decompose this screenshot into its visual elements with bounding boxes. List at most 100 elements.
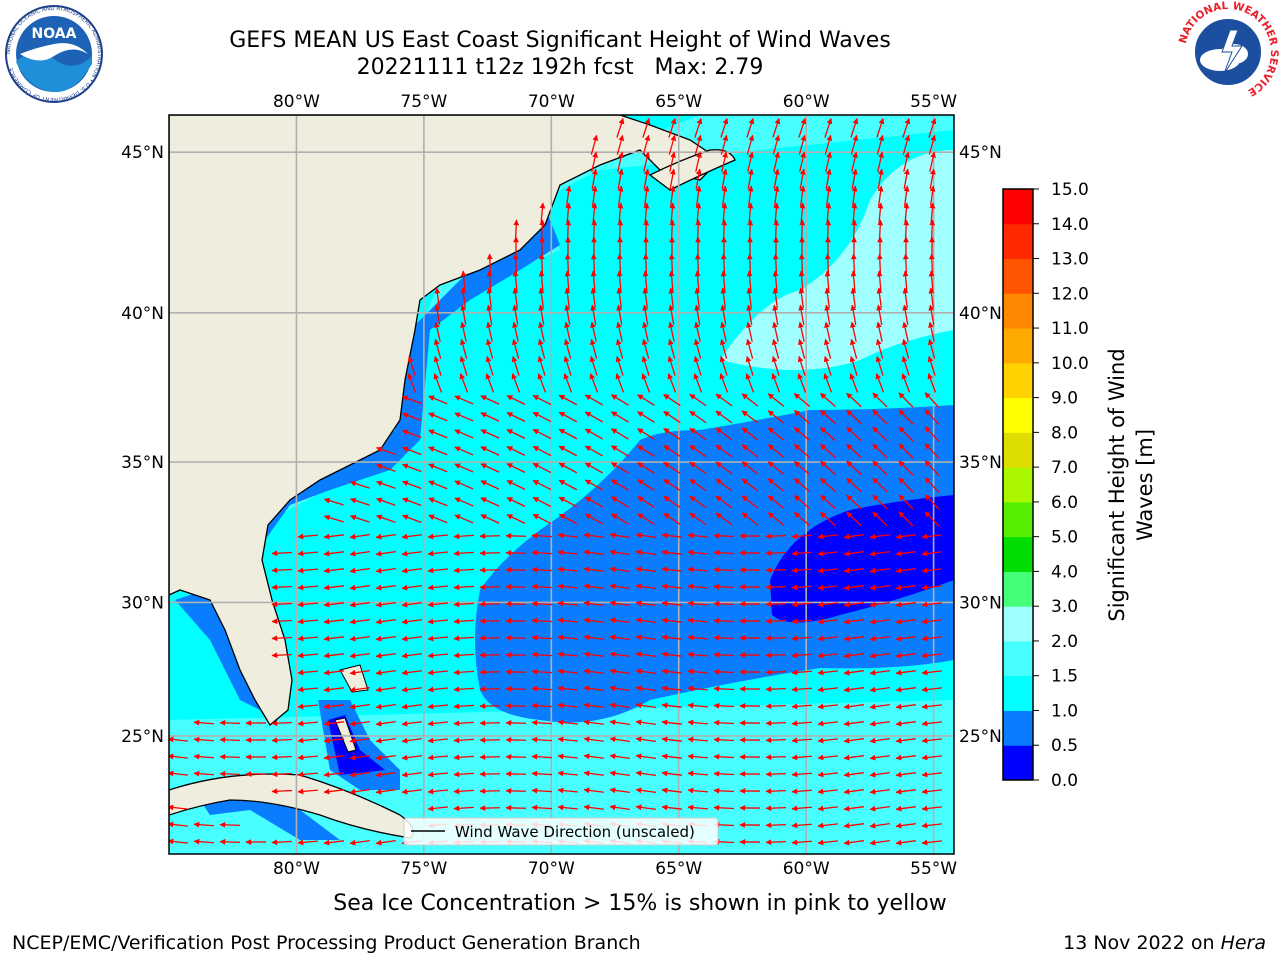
wave-direction-arrow	[817, 771, 839, 778]
wave-direction-arrow	[921, 720, 943, 727]
wave-direction-arrow	[297, 703, 319, 710]
wave-direction-arrow	[454, 497, 474, 507]
colorbar-tick-label: 9.0	[1051, 389, 1078, 409]
wave-direction-arrow	[637, 445, 655, 457]
wave-direction-arrow	[564, 304, 571, 325]
wave-direction-arrow	[661, 804, 683, 811]
wave-direction-arrow	[401, 601, 423, 608]
wave-direction-arrow	[869, 533, 890, 540]
wave-direction-arrow	[375, 839, 396, 846]
wave-direction-arrow	[765, 839, 787, 846]
wave-direction-arrow	[713, 583, 735, 590]
wave-direction-arrow	[817, 550, 839, 557]
wave-direction-arrow	[609, 600, 630, 607]
wave-direction-arrow	[791, 822, 813, 829]
wave-direction-arrow	[791, 754, 813, 761]
wave-direction-arrow	[349, 788, 370, 795]
colorbar: 0.0 0.5 1.0 1.5 2.0 3.0 4.0 5.0 6.0 7.0 8.0 9.0 10.0…	[1002, 180, 1089, 791]
wave-direction-arrow	[297, 550, 319, 557]
wave-direction-arrow	[531, 549, 553, 556]
wave-direction-arrow	[895, 737, 916, 744]
wave-direction-arrow	[538, 304, 545, 325]
wave-direction-arrow	[695, 151, 702, 172]
wave-direction-arrow	[793, 444, 811, 458]
wave-direction-arrow	[713, 702, 735, 709]
wave-direction-arrow	[428, 446, 448, 456]
wave-direction-arrow	[616, 321, 623, 342]
lat-label-right: 45°N	[959, 143, 1002, 163]
wave-direction-arrow	[767, 444, 785, 458]
wave-direction-arrow	[663, 427, 681, 441]
wave-direction-arrow	[898, 426, 914, 442]
wave-direction-arrow	[713, 600, 735, 607]
wave-direction-arrow	[427, 703, 449, 710]
wave-direction-arrow	[637, 394, 655, 406]
wave-direction-arrow	[817, 567, 839, 574]
wave-direction-arrow	[349, 839, 370, 846]
wave-direction-arrow	[720, 304, 727, 325]
wave-direction-arrow	[824, 117, 833, 138]
legend-label: Wind Wave Direction (unscaled)	[455, 823, 695, 841]
wave-direction-arrow	[589, 373, 599, 393]
wave-direction-arrow	[793, 478, 811, 492]
wave-direction-arrow	[453, 703, 475, 710]
wave-direction-arrow	[687, 753, 709, 760]
band-2-3-northeast	[720, 150, 954, 370]
wave-direction-arrow	[817, 737, 839, 744]
wave-direction-arrow	[791, 635, 813, 642]
wave-direction-arrow	[719, 355, 728, 376]
wave-direction-arrow	[823, 355, 832, 376]
wave-direction-arrow	[538, 321, 545, 342]
wave-direction-arrow	[667, 338, 676, 359]
wave-direction-arrow	[846, 426, 862, 442]
wave-direction-arrow	[869, 669, 890, 676]
wave-direction-arrow	[817, 584, 839, 591]
wave-direction-arrow	[928, 304, 935, 325]
wave-direction-arrow	[687, 600, 709, 607]
wave-direction-arrow	[427, 550, 449, 557]
wave-direction-arrow	[453, 601, 475, 608]
wave-direction-arrow	[817, 788, 839, 795]
wave-direction-arrow	[583, 736, 605, 743]
wave-direction-arrow	[637, 496, 655, 508]
wave-direction-arrow	[869, 618, 890, 625]
wave-direction-arrow	[453, 788, 475, 795]
wave-direction-arrow	[401, 686, 423, 693]
wave-direction-arrow	[689, 478, 707, 492]
wave-direction-arrow	[765, 584, 787, 591]
wave-direction-arrow	[616, 304, 623, 325]
wave-direction-arrow	[323, 771, 345, 778]
wave-direction-arrow	[895, 635, 916, 642]
wave-direction-arrow	[715, 495, 733, 509]
wave-direction-arrow	[375, 584, 396, 591]
wave-direction-arrow	[609, 532, 630, 539]
svg-text:NOAA: NOAA	[32, 26, 77, 42]
wave-direction-arrow	[583, 719, 605, 726]
wave-direction-arrow	[872, 477, 888, 493]
wave-direction-arrow	[825, 151, 832, 172]
wave-direction-arrow	[584, 479, 604, 491]
wave-direction-arrow	[921, 584, 943, 591]
wave-direction-arrow	[872, 511, 888, 527]
wave-direction-arrow	[558, 394, 578, 406]
wave-direction-arrow	[765, 771, 787, 778]
wave-direction-arrow	[453, 567, 475, 574]
wave-direction-arrow	[687, 770, 709, 777]
wave-direction-arrow	[635, 702, 656, 709]
wave-direction-arrow	[765, 618, 787, 625]
wave-direction-arrow	[453, 805, 475, 812]
colorbar-segment	[1003, 189, 1033, 225]
wave-direction-arrow	[791, 669, 813, 676]
wave-direction-arrow	[765, 652, 787, 659]
wave-direction-arrow	[297, 601, 319, 608]
wave-direction-arrow	[642, 321, 649, 342]
wave-direction-arrow	[323, 839, 345, 846]
wave-direction-arrow	[193, 838, 215, 845]
wave-direction-arrow	[791, 686, 813, 693]
colorbar-tick-label: 15.0	[1051, 180, 1089, 200]
wave-direction-arrow	[563, 355, 572, 376]
wave-direction-arrow	[668, 134, 677, 155]
wave-direction-arrow	[454, 514, 474, 524]
wave-direction-arrow	[532, 479, 552, 491]
lat-label-left: 35°N	[121, 453, 164, 473]
